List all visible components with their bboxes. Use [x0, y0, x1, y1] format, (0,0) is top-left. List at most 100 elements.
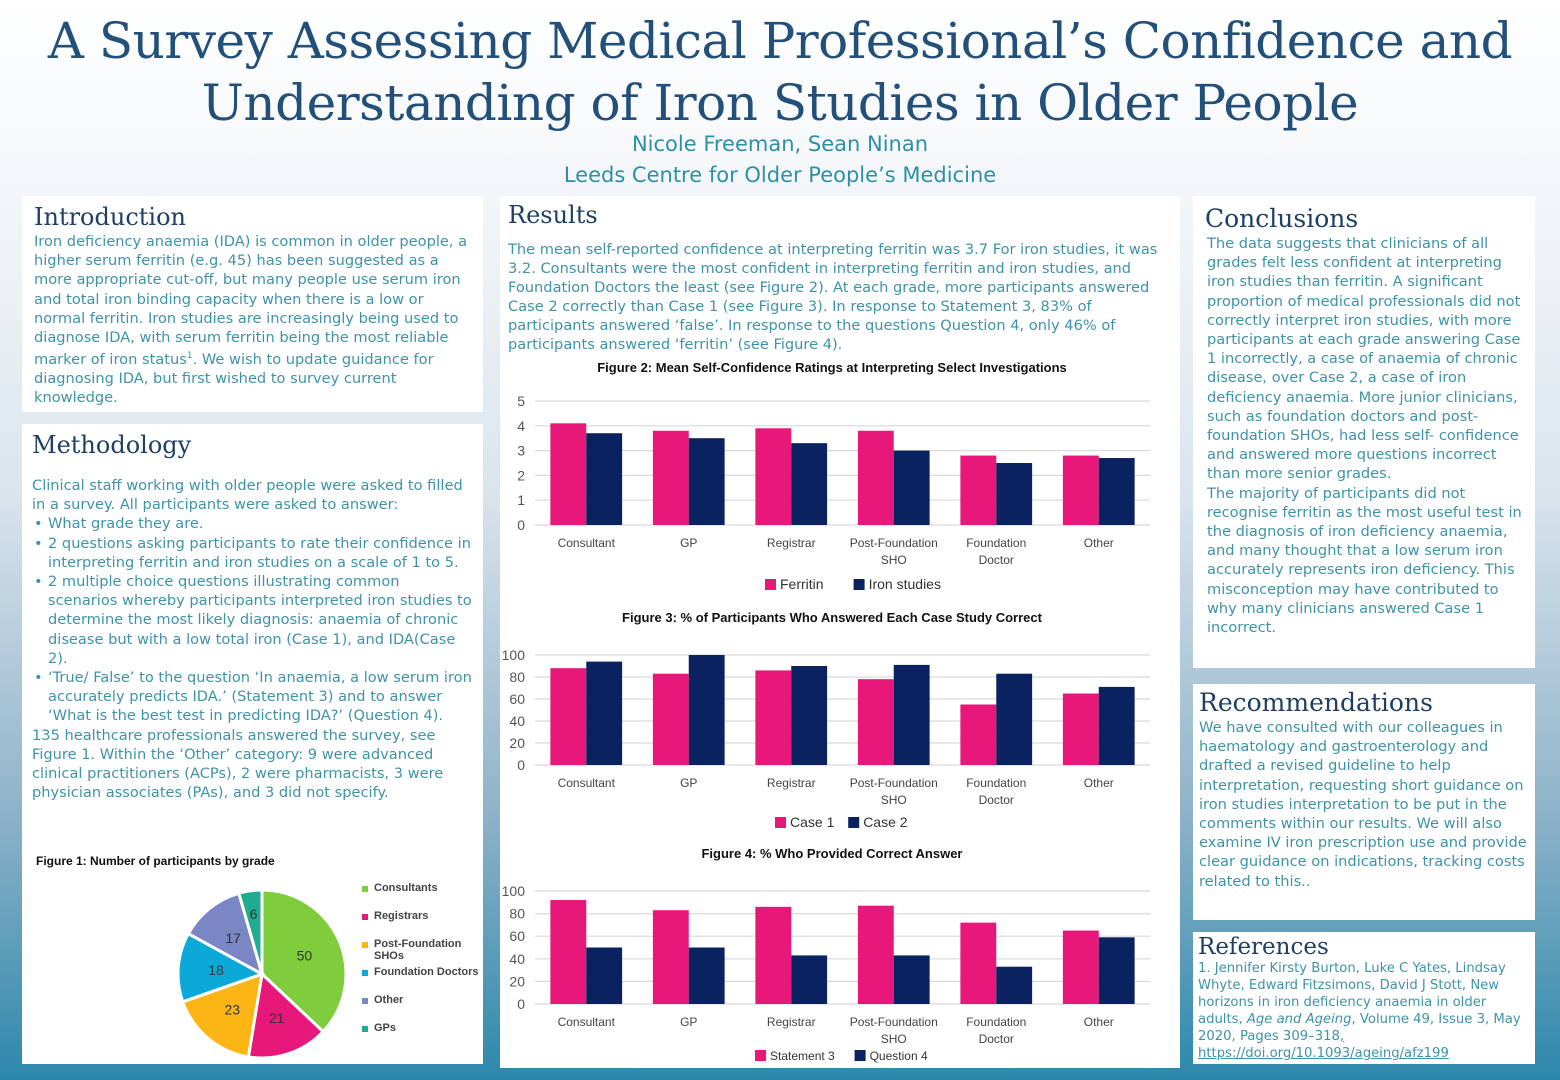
- x-tick-label: Post-Foundation: [850, 1015, 938, 1029]
- figure1-legend: Consultants Registrars Post-Foundation SHO…: [362, 882, 479, 1050]
- methodology-text: Clinical staff working with older people…: [32, 476, 473, 802]
- x-tick-label: Foundation: [966, 536, 1026, 550]
- bar-statement-3: [652, 910, 689, 1004]
- x-tick-label: Post-Foundation: [850, 776, 938, 790]
- methodology-bullet: 2 multiple choice questions illustrating…: [34, 572, 473, 668]
- bar-iron-studies: [688, 438, 725, 525]
- legend-swatch: [362, 970, 368, 976]
- legend-label: Other: [374, 994, 404, 1006]
- bar-case-2: [1098, 686, 1135, 765]
- y-tick-label: 2: [517, 467, 525, 483]
- x-tick-label: Registrar: [767, 1015, 816, 1029]
- pie-data-label: 21: [269, 1010, 285, 1026]
- bar-statement-3: [857, 905, 894, 1004]
- methodology-intro: Clinical staff working with older people…: [32, 477, 463, 514]
- y-tick-label: 20: [509, 973, 525, 989]
- legend-label: Case 1: [790, 814, 835, 830]
- y-tick-label: 4: [517, 418, 525, 434]
- y-tick-label: 80: [509, 906, 525, 922]
- legend-label: GPs: [374, 1022, 397, 1034]
- legend-swatch: [854, 1050, 866, 1061]
- pie-data-label: 18: [208, 962, 224, 978]
- conclusions-heading: Conclusions: [1205, 204, 1359, 233]
- x-tick-label: Foundation: [966, 1015, 1026, 1029]
- legend-label: Foundation Doctors: [374, 966, 479, 978]
- pie-slice-post-foundation-shos: [180, 971, 264, 1059]
- y-tick-label: 40: [509, 713, 525, 729]
- legend-swatch: [362, 942, 368, 948]
- methodology-bullet: What grade they are.: [34, 514, 473, 533]
- bar-case-1: [960, 704, 997, 765]
- methodology-heading: Methodology: [32, 431, 192, 459]
- bar-statement-3: [1062, 930, 1099, 1004]
- legend-label: Iron studies: [869, 576, 941, 592]
- conclusions-paragraph-2: The majority of participants did not rec…: [1207, 484, 1522, 637]
- x-tick-label: Other: [1084, 776, 1114, 790]
- bar-iron-studies: [893, 450, 930, 525]
- recommendations-text: We have consulted with our colleagues in…: [1199, 719, 1527, 890]
- y-tick-label: 0: [517, 517, 525, 533]
- bar-case-1: [1062, 693, 1099, 765]
- results-panel: Results The mean self-reported confidenc…: [500, 196, 1180, 1068]
- conclusions-paragraph-1: The data suggests that clinicians of all…: [1207, 235, 1521, 483]
- x-tick-label: Consultant: [558, 776, 616, 790]
- introduction-heading: Introduction: [34, 203, 186, 231]
- x-tick-label: Other: [1084, 536, 1114, 550]
- methodology-panel: Methodology Clinical staff working with …: [22, 424, 483, 1064]
- bar-case-2: [688, 655, 725, 765]
- bar-case-2: [791, 666, 828, 765]
- pie-data-label: 50: [297, 948, 313, 964]
- methodology-bullet: 2 questions asking participants to rate …: [34, 534, 473, 572]
- methodology-bullet: ‘True/ False’ to the question ‘In anaemi…: [34, 668, 473, 726]
- legend-swatch: [362, 998, 368, 1004]
- bar-ferritin: [1062, 455, 1099, 525]
- bar-ferritin: [550, 423, 587, 525]
- reference-1-details: , Volume 49, Issue 3, May 2020, Pages 30…: [1198, 1012, 1521, 1044]
- legend-label: Statement 3: [770, 1049, 835, 1063]
- bar-case-1: [550, 668, 587, 765]
- bar-ferritin: [857, 430, 894, 525]
- figure4-bar-chart: Figure 4: % Who Provided Correct Answer 0…: [502, 846, 1150, 1063]
- chart-title: Figure 3: % of Participants Who Answered…: [622, 610, 1043, 625]
- legend-item: Other: [362, 994, 479, 1022]
- bar-case-2: [893, 664, 930, 765]
- x-tick-label: Doctor: [979, 1032, 1014, 1046]
- recommendations-heading: Recommendations: [1199, 688, 1433, 717]
- poster-title-line-2: Understanding of Iron Studies in Older P…: [201, 74, 1359, 132]
- legend-swatch: [755, 1050, 766, 1061]
- x-tick-label: Post-Foundation: [850, 536, 938, 550]
- bar-case-2: [996, 673, 1033, 765]
- bar-iron-studies: [586, 433, 623, 525]
- y-tick-label: 80: [509, 669, 525, 685]
- reference-1: 1. Jennifer Kirsty Burton, Luke C Yates,…: [1198, 960, 1530, 1062]
- reference-1-doi-link[interactable]: , https://doi.org/10.1093/ageing/afz199: [1198, 1029, 1449, 1061]
- poster-title: A Survey Assessing Medical Professional’…: [0, 10, 1560, 134]
- legend-item: GPs: [362, 1022, 479, 1050]
- bar-question-4: [586, 947, 623, 1004]
- legend-item: Registrars: [362, 910, 479, 938]
- pie-slice-consultants: [260, 888, 348, 1034]
- legend-swatch: [362, 886, 368, 892]
- legend-item: Foundation Doctors: [362, 966, 479, 994]
- methodology-summary: 135 healthcare professionals answered th…: [32, 726, 444, 802]
- introduction-panel: Introduction Iron deficiency anaemia (ID…: [22, 196, 483, 412]
- authors: Nicole Freeman, Sean Ninan: [631, 132, 929, 156]
- bar-iron-studies: [791, 443, 828, 525]
- reference-1-journal: Age and Ageing: [1246, 1012, 1352, 1027]
- figure2-bar-chart: Figure 2: Mean Self-Confidence Ratings a…: [517, 360, 1150, 592]
- pie-slice-foundation-doctors: [176, 931, 266, 1004]
- x-tick-label: Doctor: [979, 553, 1014, 567]
- y-tick-label: 1: [517, 492, 525, 508]
- y-tick-label: 5: [517, 393, 525, 409]
- x-tick-label: Registrar: [767, 776, 816, 790]
- figure3-bar-chart: Figure 3: % of Participants Who Answered…: [502, 610, 1150, 830]
- bar-ferritin: [755, 428, 792, 525]
- legend-swatch: [775, 817, 786, 828]
- x-tick-label: Other: [1084, 1015, 1114, 1029]
- legend-swatch: [362, 1026, 368, 1032]
- methodology-bullets: What grade they are. 2 questions asking …: [32, 514, 473, 725]
- legend-label: Question 4: [870, 1049, 928, 1063]
- bar-iron-studies: [1098, 458, 1135, 525]
- affiliation: Leeds Centre for Older People’s Medicine: [563, 163, 997, 187]
